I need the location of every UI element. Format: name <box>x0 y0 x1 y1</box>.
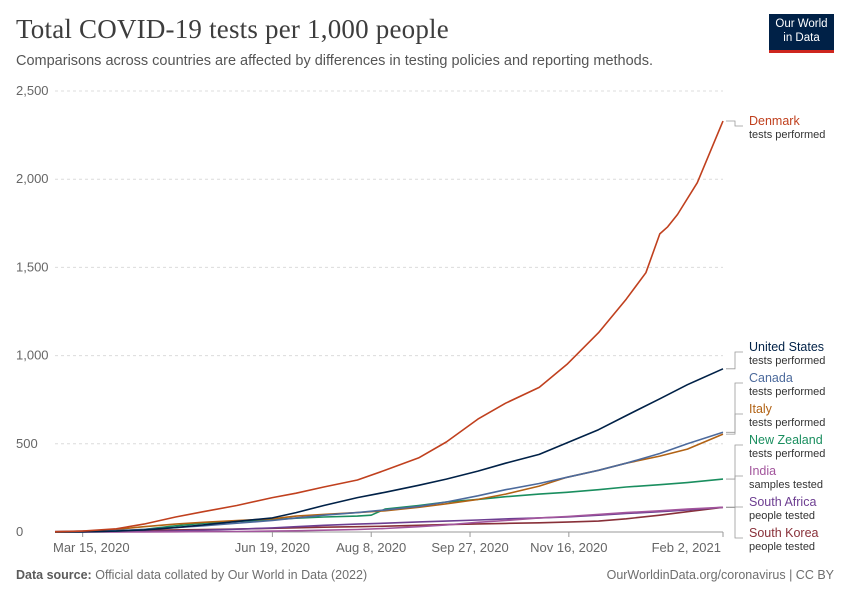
owid-logo[interactable]: Our World in Data <box>769 14 834 53</box>
line-united-states <box>54 368 724 533</box>
series-desc-india: samples tested <box>749 479 823 491</box>
y-axis: 0 500 1,000 1,500 2,000 2,500 <box>16 83 49 539</box>
logo-line-1: Our World <box>775 18 828 30</box>
series-label-south-africa: South Africa <box>749 495 816 509</box>
y-tick-label: 500 <box>16 436 38 451</box>
series-label-united-states: United States <box>749 340 824 354</box>
series-label-denmark: Denmark <box>749 114 800 128</box>
chart-title: Total COVID-19 tests per 1,000 people <box>16 14 449 44</box>
series-desc-south-africa: people tested <box>749 510 815 522</box>
label-connector <box>726 351 743 370</box>
series-desc-united-states: tests performed <box>749 355 825 367</box>
x-tick-label: Nov 16, 2020 <box>530 540 607 555</box>
x-tick-label: Sep 27, 2020 <box>431 540 508 555</box>
data-source-text: Official data collated by Our World in D… <box>95 568 368 582</box>
series-lines <box>54 120 724 533</box>
series-desc-denmark: tests performed <box>749 129 825 141</box>
x-tick-label: Feb 2, 2021 <box>652 540 721 555</box>
series-label-canada: Canada <box>749 371 793 385</box>
label-connector <box>726 120 743 127</box>
credit-link[interactable]: OurWorldinData.org/coronavirus | CC BY <box>606 568 834 582</box>
label-connector <box>726 475 743 508</box>
line-south-korea <box>54 506 724 533</box>
label-connector <box>726 413 743 435</box>
y-tick-label: 0 <box>16 524 23 539</box>
label-connector <box>726 382 743 433</box>
x-axis: Mar 15, 2020 Jun 19, 2020 Aug 8, 2020 Sep 2… <box>53 532 724 555</box>
line-new-zealand <box>54 478 724 533</box>
series-label-new-zealand: New Zealand <box>749 433 823 447</box>
series-label-india: India <box>749 464 776 478</box>
series-desc-italy: tests performed <box>749 417 825 429</box>
series-desc-south-korea: people tested <box>749 541 815 553</box>
label-connector <box>726 506 743 539</box>
label-connector <box>726 444 743 480</box>
x-tick-label: Aug 8, 2020 <box>336 540 406 555</box>
y-tick-label: 2,000 <box>16 171 49 186</box>
line-canada <box>54 431 724 533</box>
series-label-south-korea: South Korea <box>749 526 819 540</box>
logo-line-2: in Data <box>783 32 820 44</box>
series-desc-canada: tests performed <box>749 386 825 398</box>
data-source-label: Data source: <box>16 568 92 582</box>
series-desc-new-zealand: tests performed <box>749 448 825 460</box>
line-italy <box>54 433 724 533</box>
data-source: Data source: Official data collated by O… <box>16 568 367 582</box>
y-tick-label: 2,500 <box>16 83 49 98</box>
chart-subtitle: Comparisons across countries are affecte… <box>16 53 654 69</box>
y-tick-label: 1,000 <box>16 348 49 363</box>
line-india <box>55 506 724 533</box>
x-tick-label: Mar 15, 2020 <box>53 540 130 555</box>
x-tick-label: Jun 19, 2020 <box>235 540 310 555</box>
series-label-italy: Italy <box>749 402 773 416</box>
gridlines <box>55 90 723 533</box>
line-denmark <box>54 120 724 533</box>
y-tick-label: 1,500 <box>16 259 49 274</box>
